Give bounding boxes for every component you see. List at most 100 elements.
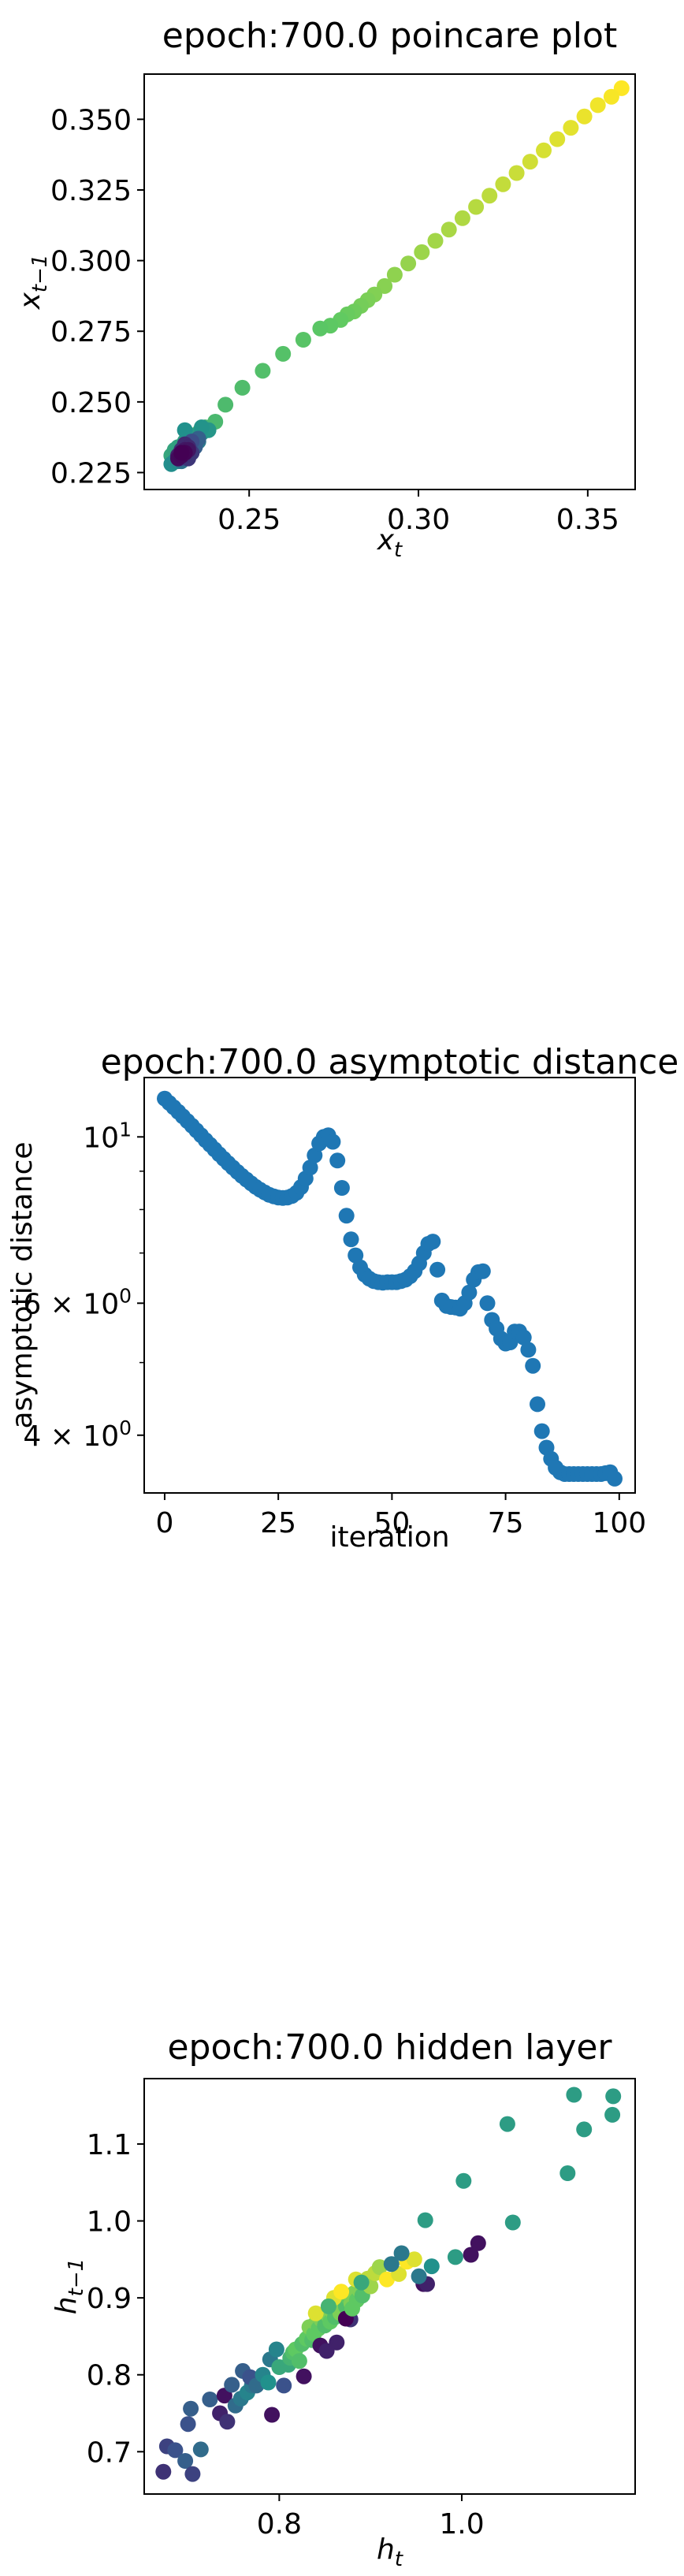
data-point bbox=[155, 2463, 172, 2480]
data-point bbox=[566, 2086, 582, 2103]
chart-title: epoch:700.0 asymptotic distance bbox=[101, 1042, 679, 1082]
data-point bbox=[576, 108, 593, 125]
data-point bbox=[427, 233, 444, 249]
data-point bbox=[429, 1261, 446, 1278]
data-point bbox=[320, 2298, 336, 2314]
data-point bbox=[343, 1231, 359, 1248]
data-point bbox=[603, 88, 619, 105]
data-point bbox=[276, 2377, 292, 2394]
data-point bbox=[183, 2400, 199, 2417]
chart-1: epoch:700.0 poincare plot 0.25 0.30 0.35 0.2… bbox=[14, 16, 636, 562]
data-point bbox=[393, 2245, 410, 2261]
data-point bbox=[520, 1342, 537, 1358]
y-tick-label: 1.1 bbox=[87, 2129, 132, 2161]
data-point bbox=[470, 2235, 486, 2251]
data-point bbox=[344, 2300, 360, 2317]
y-tick-label: 0.275 bbox=[50, 316, 132, 348]
data-point bbox=[268, 2341, 284, 2358]
data-point bbox=[576, 2121, 593, 2138]
data-point bbox=[192, 2441, 209, 2458]
x-tick-label: 75 bbox=[488, 1507, 524, 1539]
data-point bbox=[549, 131, 566, 147]
data-points bbox=[157, 1090, 623, 1487]
data-point bbox=[275, 345, 292, 362]
data-point bbox=[414, 244, 430, 260]
data-point bbox=[219, 2414, 236, 2430]
data-point bbox=[455, 2172, 472, 2189]
data-point bbox=[307, 1147, 323, 1163]
data-point bbox=[184, 2466, 201, 2482]
data-point bbox=[461, 1284, 478, 1301]
data-point bbox=[329, 1152, 346, 1169]
data-point bbox=[406, 2251, 422, 2268]
data-point bbox=[338, 1208, 355, 1224]
data-point bbox=[533, 1423, 550, 1439]
data-point bbox=[425, 1234, 441, 1250]
data-point bbox=[217, 396, 234, 413]
data-point bbox=[224, 2377, 240, 2393]
data-points bbox=[163, 80, 630, 472]
data-point bbox=[563, 120, 579, 136]
data-point bbox=[202, 2392, 218, 2407]
data-point bbox=[605, 2088, 622, 2105]
data-point bbox=[348, 1247, 364, 1264]
data-point bbox=[536, 142, 552, 158]
data-point bbox=[607, 1470, 623, 1487]
data-point bbox=[295, 332, 311, 348]
data-point bbox=[481, 188, 498, 204]
x-tick-label: 1.0 bbox=[439, 2508, 484, 2541]
data-point bbox=[515, 1329, 532, 1346]
y-tick-label: 0.250 bbox=[50, 387, 132, 419]
data-point bbox=[525, 1357, 541, 1374]
data-point bbox=[522, 154, 538, 170]
y-tick-label: 4 × 100 bbox=[23, 1416, 132, 1453]
data-point bbox=[234, 379, 251, 396]
data-point bbox=[296, 2368, 312, 2384]
x-axis-label: ht bbox=[377, 2533, 403, 2571]
y-tick-label: 0.325 bbox=[50, 175, 132, 207]
data-point bbox=[371, 2259, 388, 2276]
plot-frame bbox=[143, 1077, 636, 1494]
data-point bbox=[441, 221, 457, 238]
data-point bbox=[417, 2212, 433, 2228]
data-point bbox=[312, 320, 329, 337]
y-axis-label: ht−1 bbox=[50, 2258, 88, 2314]
data-point bbox=[333, 1180, 350, 1196]
x-tick-label: 0.30 bbox=[387, 504, 450, 536]
data-point bbox=[423, 2258, 440, 2275]
data-point bbox=[173, 445, 190, 461]
x-axis-label: iteration bbox=[329, 1521, 449, 1554]
data-point bbox=[479, 1295, 496, 1312]
data-point bbox=[508, 165, 525, 181]
data-point bbox=[463, 2247, 479, 2263]
y-tick-label: 6 × 100 bbox=[23, 1284, 132, 1320]
data-point bbox=[255, 363, 271, 379]
data-point bbox=[333, 2284, 350, 2300]
data-point bbox=[468, 199, 485, 215]
data-point bbox=[447, 2249, 463, 2265]
data-point bbox=[411, 2268, 427, 2284]
y-tick-label: 0.350 bbox=[50, 104, 132, 136]
chart-2: epoch:700.0 asymptotic distance 0 25 50 75 10… bbox=[6, 1042, 678, 1554]
data-point bbox=[177, 2453, 194, 2469]
data-point bbox=[495, 176, 511, 192]
x-tick-label: 50 bbox=[374, 1507, 410, 1539]
y-tick-label: 1.0 bbox=[87, 2206, 132, 2239]
data-point bbox=[589, 97, 606, 114]
data-point bbox=[383, 2256, 400, 2273]
data-point bbox=[386, 266, 403, 283]
data-point bbox=[454, 210, 470, 226]
data-point bbox=[379, 2271, 395, 2288]
y-tick-label: 0.225 bbox=[50, 457, 132, 490]
y-tick-label: 0.7 bbox=[87, 2436, 132, 2469]
data-point bbox=[264, 2407, 281, 2423]
data-point bbox=[260, 2374, 277, 2391]
y-tick-label: 0.9 bbox=[87, 2283, 132, 2315]
y-axis-label: asymptotic distance bbox=[6, 1141, 39, 1428]
y-tick-label: 0.8 bbox=[87, 2360, 132, 2392]
data-point bbox=[180, 2416, 196, 2433]
data-point bbox=[167, 2442, 184, 2459]
data-points bbox=[155, 2086, 622, 2482]
data-point bbox=[499, 2116, 515, 2132]
y-axis-label: xt−1 bbox=[14, 255, 52, 311]
